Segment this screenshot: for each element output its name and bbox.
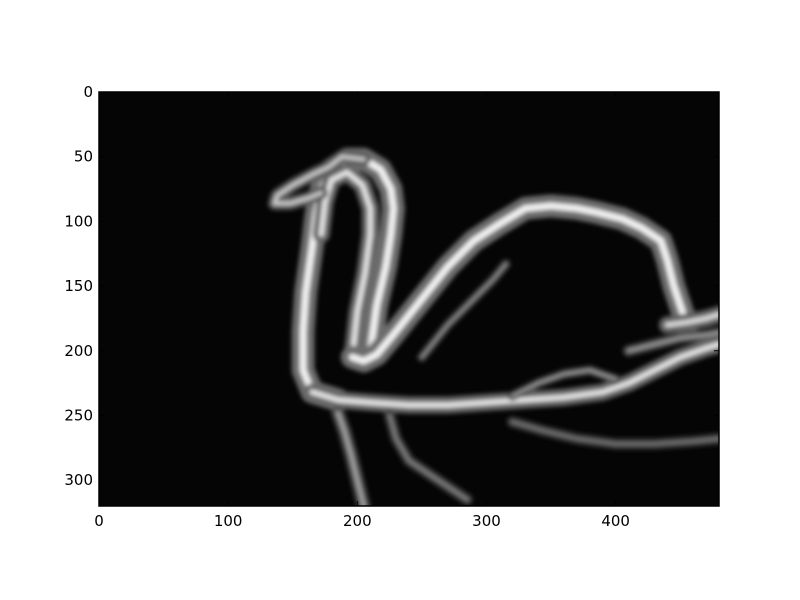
edge-head-and-beak: [272, 154, 366, 206]
y-tick-label: 250: [64, 406, 93, 424]
x-axis: 0 100 200 300 400: [94, 92, 630, 530]
y-tick-label: 50: [74, 148, 93, 166]
y-tick-label: 300: [64, 471, 93, 489]
x-tick-label: 400: [601, 512, 630, 530]
plot-frame: [98, 91, 720, 507]
edge-reflection-right: [510, 420, 719, 446]
edge-tail: [664, 312, 719, 328]
edge-body-waterline: [309, 341, 719, 408]
edge-wing-fold: [420, 262, 508, 359]
edge-back-curve: [348, 202, 690, 365]
y-tick-label: 150: [64, 277, 93, 295]
x-tick-label: 0: [94, 512, 104, 530]
edge-neck-inner: [318, 169, 373, 360]
y-tick-label: 100: [64, 212, 93, 230]
x-tick-label: 200: [343, 512, 372, 530]
x-tick-label: 100: [214, 512, 243, 530]
image-edges: [268, 147, 719, 506]
edge-reflection-neck: [387, 413, 469, 502]
edge-reflection-left: [336, 410, 366, 506]
y-tick-label: 0: [83, 83, 93, 101]
edge-tail-lower: [626, 330, 719, 353]
y-axis: 0 50 100 150 200 250 300: [64, 83, 719, 489]
edge-wing-detail: [510, 368, 618, 398]
x-tick-label: 300: [472, 512, 501, 530]
y-tick-label: 200: [64, 342, 93, 360]
